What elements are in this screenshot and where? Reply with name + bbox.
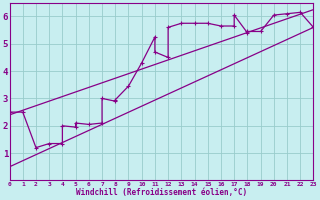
X-axis label: Windchill (Refroidissement éolien,°C): Windchill (Refroidissement éolien,°C) <box>76 188 247 197</box>
